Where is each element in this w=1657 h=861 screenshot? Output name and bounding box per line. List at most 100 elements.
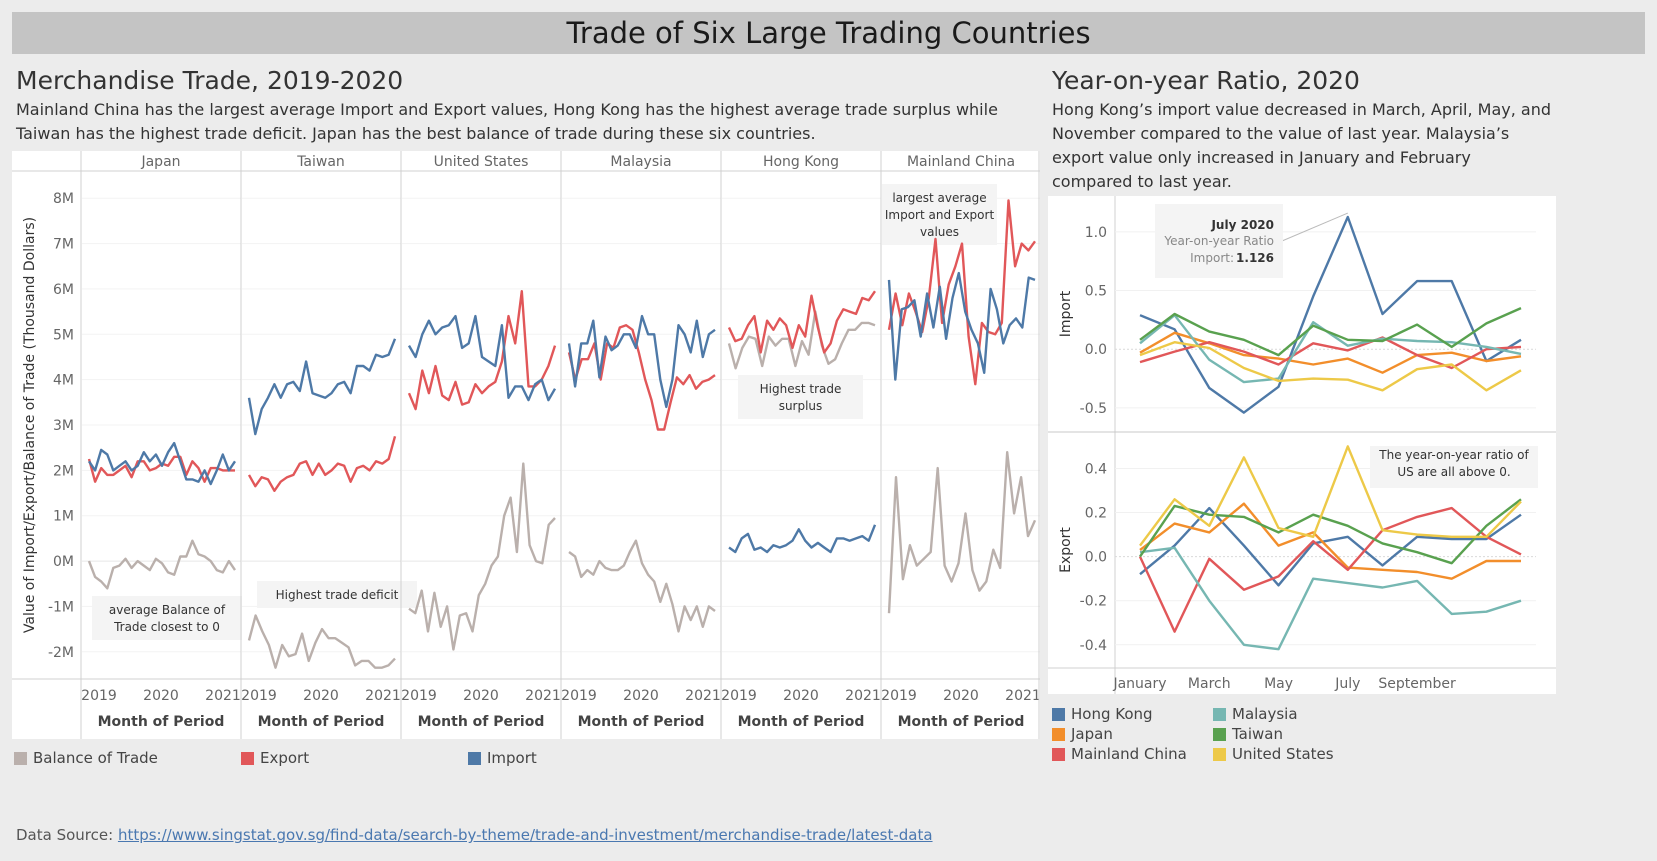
series-line-japan-import bbox=[88, 441, 236, 486]
y-tick-label: 5M bbox=[53, 327, 74, 343]
legend-label-malaysia: Malaysia bbox=[1232, 705, 1298, 723]
y-tick-label: -0.5 bbox=[1080, 401, 1107, 417]
series-line-hong-kong-export bbox=[727, 290, 876, 354]
legend-swatch-japan bbox=[1052, 727, 1065, 741]
series-line-hong-kong-import bbox=[728, 524, 877, 554]
x-tick-label: 2019 bbox=[881, 688, 917, 704]
annotation-box bbox=[738, 375, 863, 419]
trade-chart-panel: 8M 7M 6M 5M 4M 3M 2M 1M 0M -1M -2M Value of Import/… bbox=[12, 151, 1041, 739]
series-line-malaysia-balance-of-trade bbox=[568, 539, 716, 633]
y-tick-label: -0.2 bbox=[1080, 594, 1107, 610]
dashboard-title: Trade of Six Large Trading Countries bbox=[12, 12, 1645, 54]
x-axis-title: Month of Period bbox=[258, 714, 385, 730]
series-line-import-taiwan bbox=[1139, 307, 1522, 357]
legend-swatch-mainland-china bbox=[1052, 747, 1065, 761]
legend-item-balance[interactable]: Balance of Trade bbox=[14, 749, 158, 767]
x-tick-label: 2021 bbox=[205, 688, 241, 704]
series-line-hong-kong-balance-of-trade bbox=[727, 310, 876, 370]
series-line-export-taiwan bbox=[1139, 498, 1522, 565]
annotation-text: US are all above 0. bbox=[1397, 465, 1510, 479]
x-tick-label: 2020 bbox=[943, 688, 979, 704]
series-line-mainland-china-import bbox=[887, 271, 1036, 381]
x-tick-label: 2020 bbox=[143, 688, 179, 704]
x-axis-title: Month of Period bbox=[418, 714, 545, 730]
legend-swatch-balance bbox=[14, 751, 27, 765]
tooltip-box bbox=[1155, 204, 1283, 278]
legend-swatch-taiwan bbox=[1213, 727, 1226, 741]
x-tick-label: 2021 bbox=[845, 688, 881, 704]
y-tick-label: 0.4 bbox=[1085, 461, 1107, 477]
x-tick-label: July bbox=[1334, 676, 1360, 692]
panel-header-japan: Japan bbox=[140, 154, 180, 170]
legend-label-export: Export bbox=[260, 749, 310, 767]
x-tick-label: 2021 bbox=[1005, 688, 1040, 704]
left-section-description: Mainland China has the largest average I… bbox=[16, 100, 998, 143]
y-tick-label: 0.2 bbox=[1085, 506, 1107, 522]
data-source-link[interactable]: https://www.singstat.gov.sg/find-data/se… bbox=[117, 826, 933, 844]
x-axis-title: Month of Period bbox=[898, 714, 1025, 730]
y-tick-label: 1.0 bbox=[1085, 225, 1107, 241]
panel-header-mainland-china: Mainland China bbox=[907, 154, 1015, 170]
series-line-united-states-balance-of-trade bbox=[408, 462, 556, 651]
annotation-text: Highest trade bbox=[760, 382, 842, 396]
y-tick-label: 0.5 bbox=[1085, 284, 1107, 300]
legend-item-japan[interactable]: Japan bbox=[1052, 725, 1113, 743]
series-line-japan-balance-of-trade bbox=[87, 539, 236, 590]
x-tick-label: 2019 bbox=[401, 688, 437, 704]
legend-label-mainland-china: Mainland China bbox=[1071, 745, 1187, 763]
ratio-chart-panel: 1.0 0.5 0.0 -0.5 Import July 2020 Year-on-year… bbox=[1048, 196, 1556, 694]
legend-item-hong-kong[interactable]: Hong Kong bbox=[1052, 705, 1153, 723]
legend-swatch-united-states bbox=[1213, 747, 1226, 761]
y-tick-label: 6M bbox=[53, 282, 74, 298]
annotation-text: values bbox=[920, 225, 959, 239]
series-line-export-united-states bbox=[1139, 445, 1522, 547]
annotation-text: The year-on-year ratio of bbox=[1378, 448, 1529, 462]
y-tick-label: 1M bbox=[53, 509, 74, 525]
panel-header-hong-kong: Hong Kong bbox=[763, 154, 839, 170]
series-line-import-united-states bbox=[1139, 340, 1522, 392]
x-tick-label: May bbox=[1264, 676, 1293, 692]
legend-item-taiwan[interactable]: Taiwan bbox=[1213, 725, 1283, 743]
legend-item-united-states[interactable]: United States bbox=[1213, 745, 1334, 763]
legend-label-balance: Balance of Trade bbox=[33, 749, 158, 767]
series-line-mainland-china-export bbox=[887, 199, 1036, 386]
annotation-box bbox=[92, 596, 242, 640]
y-tick-label: -2M bbox=[48, 645, 74, 661]
trade-chart: 8M 7M 6M 5M 4M 3M 2M 1M 0M -1M -2M Value of Import/… bbox=[12, 151, 1041, 739]
legend-swatch-malaysia bbox=[1213, 707, 1226, 721]
panel-header-taiwan: Taiwan bbox=[296, 154, 345, 170]
tooltip-label: Import: bbox=[1190, 251, 1234, 265]
panel-header-united-states: United States bbox=[434, 154, 529, 170]
y-tick-label: -0.4 bbox=[1080, 638, 1107, 654]
series-line-mainland-china-balance-of-trade bbox=[887, 451, 1037, 614]
series-line-export-mainland-china bbox=[1138, 506, 1522, 633]
series-line-taiwan-balance-of-trade bbox=[247, 614, 396, 669]
series-line-malaysia-export bbox=[567, 323, 716, 431]
series-line-import-japan bbox=[1139, 331, 1522, 374]
legend-swatch-import bbox=[468, 751, 481, 765]
legend-label-japan: Japan bbox=[1071, 725, 1113, 743]
x-tick-label: 2020 bbox=[303, 688, 339, 704]
legend-item-export[interactable]: Export bbox=[241, 749, 309, 767]
series-line-taiwan-import bbox=[247, 338, 397, 436]
tooltip-title: July 2020 bbox=[1210, 218, 1274, 232]
data-source: Data Source: https://www.singstat.gov.sg… bbox=[16, 826, 933, 844]
y-tick-label: -1M bbox=[48, 599, 74, 615]
y-axis-title-import: Import bbox=[1058, 290, 1074, 337]
legend-label-import: Import bbox=[487, 749, 537, 767]
annotation-text: Import and Export bbox=[885, 208, 995, 222]
annotation-box bbox=[1370, 446, 1538, 488]
legend-label-united-states: United States bbox=[1232, 745, 1334, 763]
annotation-text: Highest trade deficit bbox=[276, 588, 399, 602]
x-tick-label: January bbox=[1112, 676, 1166, 692]
legend-item-mainland-china[interactable]: Mainland China bbox=[1052, 745, 1187, 763]
x-tick-label: March bbox=[1188, 676, 1231, 692]
legend-item-import[interactable]: Import bbox=[468, 749, 537, 767]
x-tick-label: 2019 bbox=[81, 688, 117, 704]
x-axis-title: Month of Period bbox=[738, 714, 865, 730]
legend-item-malaysia[interactable]: Malaysia bbox=[1213, 705, 1298, 723]
annotation-box bbox=[882, 184, 997, 245]
annotation-text: Trade closest to 0 bbox=[113, 620, 220, 634]
x-tick-label: 2020 bbox=[783, 688, 819, 704]
ratio-chart: 1.0 0.5 0.0 -0.5 Import July 2020 Year-on-year… bbox=[1048, 196, 1556, 694]
